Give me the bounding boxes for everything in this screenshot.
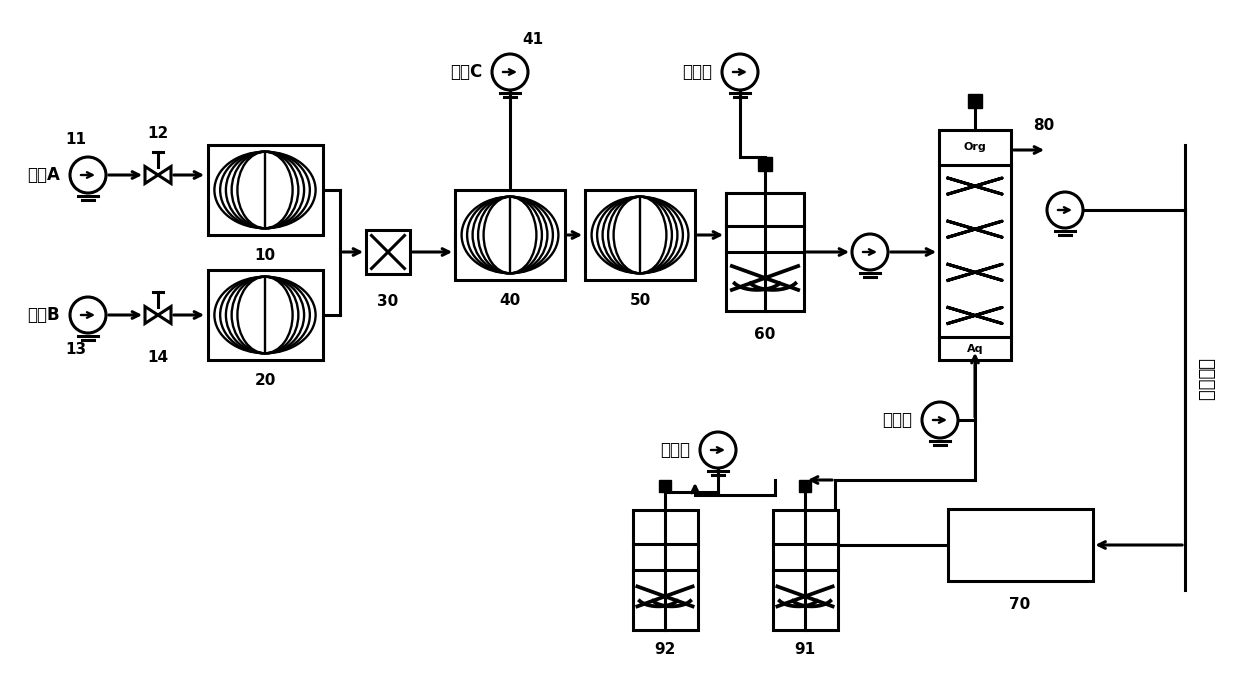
Text: 溶液A: 溶液A <box>27 166 60 184</box>
Bar <box>725 193 804 311</box>
Text: 80: 80 <box>1033 117 1054 132</box>
Text: 91: 91 <box>795 642 816 657</box>
Bar <box>207 145 322 235</box>
Circle shape <box>852 234 888 270</box>
Text: 溶液C: 溶液C <box>450 63 482 81</box>
Bar <box>366 230 410 274</box>
Text: 20: 20 <box>254 373 275 388</box>
Text: 10: 10 <box>254 248 275 263</box>
Text: 制备单元: 制备单元 <box>1197 359 1214 402</box>
Circle shape <box>69 157 105 193</box>
Bar <box>939 130 1011 360</box>
Text: 萃取剂: 萃取剂 <box>882 411 911 429</box>
Text: 30: 30 <box>377 294 398 309</box>
Text: 反溶剂: 反溶剂 <box>660 441 689 459</box>
Text: 淬灭剂: 淬灭剂 <box>682 63 712 81</box>
Text: 13: 13 <box>66 342 87 357</box>
Circle shape <box>1047 192 1083 228</box>
Circle shape <box>722 54 758 90</box>
Bar <box>455 190 565 280</box>
Bar <box>632 510 697 630</box>
Circle shape <box>492 54 528 90</box>
Text: 11: 11 <box>66 132 87 147</box>
Bar <box>947 509 1092 581</box>
Bar <box>968 94 982 108</box>
Text: 92: 92 <box>655 642 676 657</box>
Text: 溶液B: 溶液B <box>27 306 60 324</box>
Circle shape <box>923 402 959 438</box>
Text: 70: 70 <box>1009 597 1030 612</box>
Text: 12: 12 <box>148 125 169 140</box>
Circle shape <box>701 432 737 468</box>
Bar <box>799 480 811 492</box>
Bar <box>207 270 322 360</box>
Text: Aq: Aq <box>967 344 983 353</box>
Circle shape <box>69 297 105 333</box>
Text: 50: 50 <box>630 293 651 308</box>
Bar <box>758 157 773 171</box>
Bar <box>658 480 671 492</box>
Text: Org: Org <box>963 143 986 152</box>
Bar <box>773 510 837 630</box>
Bar <box>585 190 694 280</box>
Text: 14: 14 <box>148 349 169 364</box>
Text: 41: 41 <box>522 33 543 48</box>
Text: 60: 60 <box>754 327 776 342</box>
Text: 40: 40 <box>500 293 521 308</box>
